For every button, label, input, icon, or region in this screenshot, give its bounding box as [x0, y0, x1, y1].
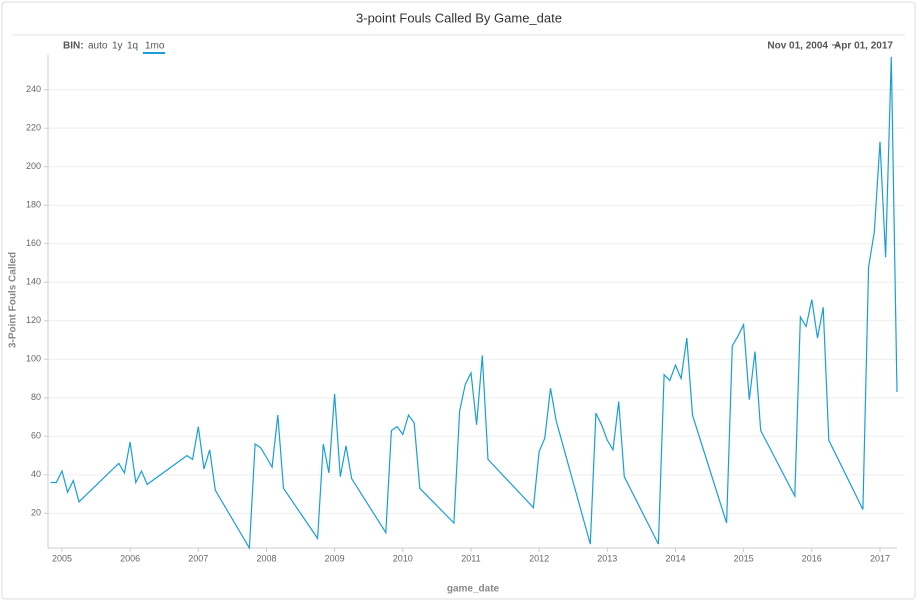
x-tick-label: 2005 [52, 553, 72, 563]
chart-title: 3-point Fouls Called By Game_date [356, 10, 562, 25]
x-tick-label: 2006 [120, 553, 140, 563]
y-tick-label: 160 [26, 238, 41, 248]
date-start[interactable]: Nov 01, 2004 [767, 41, 828, 52]
x-tick-label: 2016 [802, 553, 822, 563]
bin-option[interactable]: 1mo [145, 41, 165, 52]
y-tick-label: 60 [31, 431, 41, 441]
x-tick-label: 2008 [256, 553, 276, 563]
bin-option[interactable]: 1y [112, 41, 123, 52]
y-tick-label: 20 [31, 508, 41, 518]
y-tick-label: 180 [26, 200, 41, 210]
x-tick-label: 2014 [665, 553, 685, 563]
bin-label: BIN: [63, 41, 84, 52]
y-tick-label: 220 [26, 123, 41, 133]
x-axis-title: game_date [447, 584, 500, 595]
x-tick-label: 2010 [393, 553, 413, 563]
date-end[interactable]: Apr 01, 2017 [834, 41, 893, 52]
y-tick-label: 80 [31, 392, 41, 402]
y-tick-label: 240 [26, 84, 41, 94]
x-tick-label: 2009 [325, 553, 345, 563]
y-tick-label: 40 [31, 469, 41, 479]
y-tick-label: 120 [26, 315, 41, 325]
x-tick-label: 2017 [870, 553, 890, 563]
y-axis-title: 3-Point Fouls Called [8, 252, 19, 348]
y-tick-label: 140 [26, 277, 41, 287]
bin-option[interactable]: auto [88, 41, 108, 52]
data-line [50, 56, 898, 551]
x-tick-label: 2013 [597, 553, 617, 563]
x-tick-label: 2007 [188, 553, 208, 563]
y-tick-label: 100 [26, 354, 41, 364]
bin-option[interactable]: 1q [127, 41, 138, 52]
y-tick-label: 200 [26, 161, 41, 171]
x-tick-label: 2012 [529, 553, 549, 563]
x-tick-label: 2011 [461, 553, 480, 563]
x-tick-label: 2015 [734, 553, 754, 563]
